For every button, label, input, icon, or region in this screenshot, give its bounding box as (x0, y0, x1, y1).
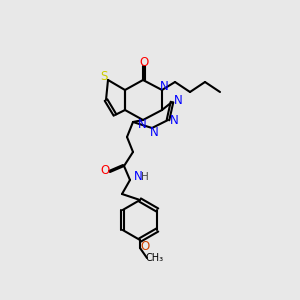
Text: N: N (160, 80, 168, 94)
Text: N: N (169, 113, 178, 127)
Text: N: N (174, 94, 182, 107)
Text: N: N (138, 118, 146, 130)
Text: O: O (100, 164, 109, 176)
Text: S: S (100, 70, 108, 83)
Text: N: N (134, 170, 142, 184)
Text: O: O (140, 241, 150, 254)
Text: O: O (140, 56, 148, 68)
Text: H: H (141, 172, 149, 182)
Text: N: N (150, 125, 158, 139)
Text: CH₃: CH₃ (146, 253, 164, 263)
